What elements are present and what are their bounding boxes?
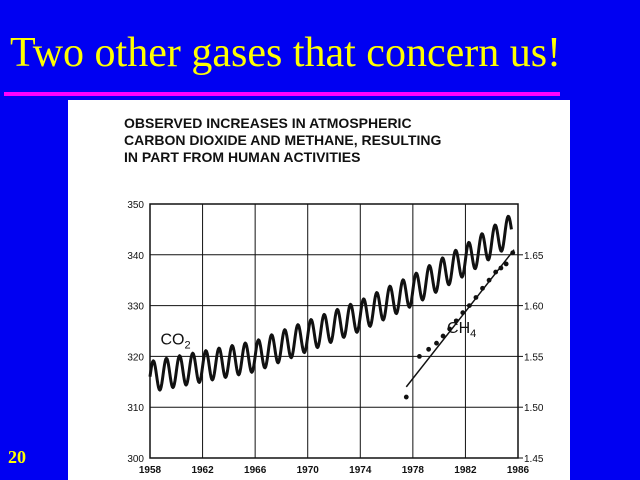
title-underline [4, 92, 560, 96]
ch4-data-point [417, 354, 422, 359]
ch4-data-point [493, 269, 499, 275]
y-left-tick-label: 310 [127, 403, 144, 414]
chart-figure: OBSERVED INCREASES IN ATMOSPHERIC CARBON… [68, 100, 570, 480]
ch4-data-point [447, 326, 453, 332]
y-left-tick-label: 330 [127, 302, 144, 313]
x-tick-label: 1978 [402, 465, 425, 476]
ch4-data-point [480, 285, 485, 291]
plot-labels: 1958 1962 1966 1970 1974 1978 1982 1986 300 310 32… [127, 200, 544, 476]
x-tick-label: 1958 [139, 465, 162, 476]
x-tick-label: 1962 [191, 465, 214, 476]
co2-series-line [148, 214, 513, 392]
y-left-tick-label: 320 [127, 352, 144, 363]
slide-number: 20 [8, 447, 26, 467]
x-tick-label: 1974 [349, 465, 372, 476]
ch4-data-point [498, 265, 504, 271]
y-left-tick-label: 350 [127, 200, 144, 211]
ch4-data-point [453, 318, 459, 324]
chart-title-line-3: IN PART FROM HUMAN ACTIVITIES [124, 149, 360, 165]
x-tick-label: 1982 [454, 465, 477, 476]
ch4-data-point [403, 394, 409, 400]
co2-methane-chart: OBSERVED INCREASES IN ATMOSPHERIC CARBON… [124, 115, 544, 476]
ch4-data-point [466, 303, 472, 308]
co2-series-label: CO2 [161, 332, 191, 352]
ch4-data-point [486, 277, 492, 283]
ch4-data-point [460, 310, 466, 316]
x-tick-label: 1966 [244, 465, 267, 476]
y-right-tick-label: 1.65 [524, 251, 544, 262]
y-right-tick-label: 1.55 [524, 352, 544, 363]
x-tick-label: 1986 [507, 465, 530, 476]
chart-title-line-2: CARBON DIOXIDE AND METHANE, RESULTING [124, 132, 441, 148]
ch4-data-point [510, 250, 516, 256]
y-right-tick-label: 1.50 [524, 403, 544, 414]
ch4-data-point [503, 261, 509, 267]
y-left-tick-label: 300 [127, 454, 144, 465]
plot-series [148, 214, 516, 400]
y-left-tick-label: 340 [127, 251, 144, 262]
y-right-tick-label: 1.45 [524, 454, 544, 465]
ch4-data-point [440, 333, 446, 339]
x-tick-label: 1970 [297, 465, 320, 476]
y-right-tick-label: 1.60 [524, 302, 544, 313]
slide-title: Two other gases that concern us! [10, 30, 562, 76]
ch4-data-point [434, 340, 439, 346]
ch4-series-label: CH4 [447, 320, 476, 340]
ch4-data-point [473, 295, 479, 300]
ch4-data-point [426, 346, 432, 352]
chart-title-line-1: OBSERVED INCREASES IN ATMOSPHERIC [124, 115, 412, 131]
plot-frame [149, 203, 519, 459]
